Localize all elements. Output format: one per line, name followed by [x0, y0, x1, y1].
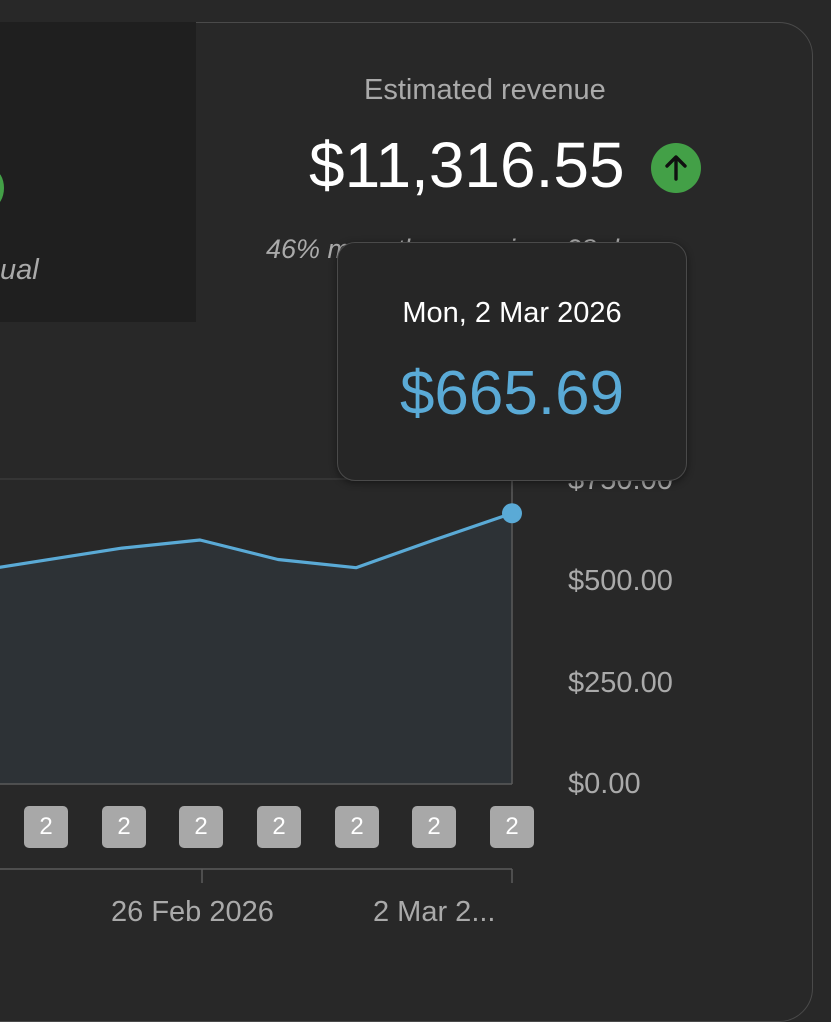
metric-label: Estimated revenue: [364, 74, 606, 106]
content-marker-badge[interactable]: 2: [257, 806, 301, 848]
content-marker-badge[interactable]: 2: [24, 806, 68, 848]
x-tick-label: 2 Mar 2...: [373, 896, 496, 928]
content-marker-badge[interactable]: 2: [412, 806, 456, 848]
previous-metric-subtitle: ual: [0, 254, 39, 286]
y-tick-label: $0.00: [568, 768, 641, 800]
status-indicator: [0, 170, 4, 206]
previous-metric-tab[interactable]: ual: [0, 22, 196, 322]
x-tick-label: 26 Feb 2026: [111, 896, 274, 928]
y-tick-label: $500.00: [568, 565, 673, 597]
arrow-up-icon: [651, 143, 701, 193]
content-marker-badge[interactable]: 2: [335, 806, 379, 848]
chart-tooltip: Mon, 2 Mar 2026 $665.69: [337, 242, 687, 481]
content-marker-badge[interactable]: 2: [179, 806, 223, 848]
series-area: [0, 513, 512, 784]
series-line: [0, 511, 514, 570]
revenue-chart: [0, 478, 522, 883]
content-marker-badge[interactable]: 2: [102, 806, 146, 848]
tooltip-value: $665.69: [399, 359, 625, 428]
y-tick-label: $250.00: [568, 667, 673, 699]
metric-value: $11,316.55: [309, 129, 625, 201]
content-marker-badge[interactable]: 2: [490, 806, 534, 848]
highlighted-data-point: [502, 503, 522, 524]
tooltip-date: Mon, 2 Mar 2026: [402, 297, 622, 329]
